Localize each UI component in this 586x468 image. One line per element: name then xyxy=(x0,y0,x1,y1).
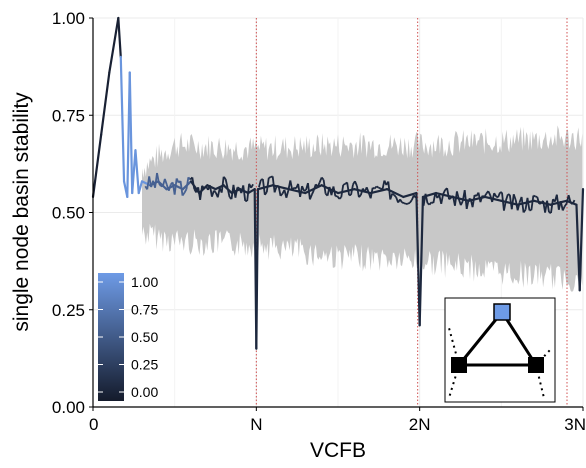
series-detail-segment xyxy=(408,203,410,204)
series-detail-segment xyxy=(392,194,394,195)
colorbar-tick-label: 0.50 xyxy=(131,329,158,345)
y-tick-label: 0.00 xyxy=(52,398,85,417)
series-detail-segment xyxy=(449,198,451,199)
x-axis-label: VCFB xyxy=(310,439,366,462)
series-detail-segment xyxy=(304,190,306,191)
series-detail-segment xyxy=(404,203,406,204)
series-detail-segment xyxy=(533,196,535,197)
x-tick-label: 0 xyxy=(89,415,98,434)
colorbar-tick-label: 1.00 xyxy=(131,274,158,290)
colorbar-tick-label: 0.25 xyxy=(131,357,158,373)
colorbar-tick-label: 0.75 xyxy=(131,302,158,318)
node-right xyxy=(528,357,544,373)
series-detail-segment xyxy=(379,188,381,189)
node-top xyxy=(494,304,510,320)
x-tick-label: 2N xyxy=(409,415,431,434)
y-tick-label: 0.50 xyxy=(52,204,85,223)
network-motif-inset xyxy=(445,298,555,402)
y-tick-label: 1.00 xyxy=(52,9,85,28)
series-detail-segment xyxy=(339,197,341,199)
colorbar-tick-label: 0.00 xyxy=(131,384,158,400)
series-detail-segment xyxy=(343,184,345,185)
x-tick-label: 3N xyxy=(564,415,586,434)
series-detail-segment xyxy=(535,196,537,197)
series-detail-segment xyxy=(269,177,271,178)
series-detail-segment xyxy=(402,202,404,203)
y-tick-label: 0.25 xyxy=(52,301,85,320)
y-tick-label: 0.75 xyxy=(52,106,85,125)
x-tick-label: N xyxy=(250,415,262,434)
y-axis-label: single node basin stability xyxy=(10,92,33,332)
series-detail-segment xyxy=(377,186,379,187)
series-detail-segment xyxy=(539,203,541,204)
node-left xyxy=(451,357,467,373)
series-detail-segment xyxy=(237,187,239,188)
